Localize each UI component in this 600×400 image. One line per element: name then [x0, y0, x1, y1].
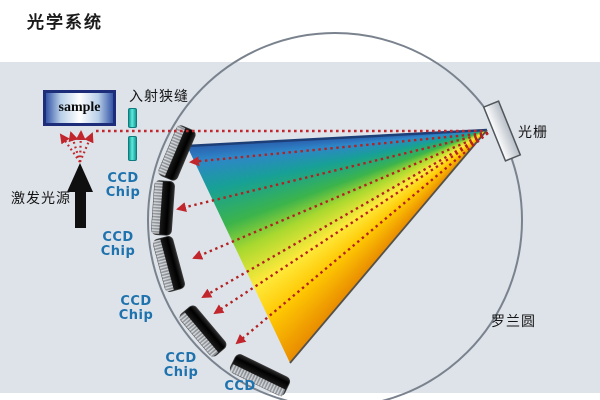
ccd-chip-5 — [229, 354, 291, 397]
ccd-chip-label-3: CCD Chip — [114, 294, 158, 324]
ccd-chip-label-1-line1: CCD — [107, 171, 139, 186]
ccd-chip-label-2-line2: Chip — [100, 244, 136, 260]
fluorescence-ray-3 — [75, 130, 86, 163]
ccd-chip-label-2: CCD Chip — [96, 230, 140, 260]
fluorescence-ray-2 — [68, 131, 82, 163]
ccd-chip-label-3-line2: Chip — [118, 308, 154, 324]
ccd-chip-label-4: CCD Chip — [159, 351, 203, 381]
entrance-slit-label: 入射狭缝 — [129, 89, 189, 105]
ccd-chip-label-4-line2: Chip — [163, 365, 199, 381]
grating-label: 光栅 — [518, 125, 548, 141]
fluorescence-fan — [59, 130, 94, 163]
fluorescence-ray-4 — [78, 132, 94, 163]
dispersed-beams — [176, 131, 489, 345]
ccd-chip-label-1-line2: Chip — [105, 185, 141, 201]
ccd-chip-label-3-line1: CCD — [120, 294, 152, 309]
ccd-chip-2 — [151, 180, 175, 236]
sample-label: sample — [58, 100, 101, 115]
fan-top-edge — [186, 128, 488, 148]
fluorescence-ray-1 — [59, 133, 81, 163]
dispersed-beam-3 — [192, 131, 489, 260]
grating — [482, 100, 522, 162]
ccd-chip-1 — [157, 125, 196, 181]
dispersed-beam-5 — [213, 131, 489, 315]
dispersed-beam-4 — [201, 131, 489, 299]
ccd-chip-label-5: CCD — [218, 379, 262, 394]
ccd-chip-label-5-line1: CCD — [224, 379, 256, 394]
ccd-chip-label-4-line1: CCD — [165, 351, 197, 366]
fan-bottom-edge — [289, 129, 488, 364]
rowland-circle — [147, 32, 523, 400]
excitation-arrow — [67, 163, 93, 228]
excitation-source-label: 激发光源 — [11, 191, 71, 207]
dispersed-beam-2 — [176, 131, 489, 212]
ccd-chip-label-1: CCD Chip — [101, 171, 145, 201]
ccd-chip-3 — [152, 236, 185, 292]
ccd-chip-4 — [178, 305, 227, 358]
dispersed-beam-1 — [189, 131, 489, 167]
ccd-chip-label-2-line1: CCD — [102, 230, 134, 245]
dispersed-beam-6 — [235, 132, 489, 345]
entrance-slit-bottom — [128, 136, 137, 161]
sample-box: sample — [43, 90, 116, 126]
rowland-circle-label: 罗兰圆 — [491, 314, 536, 330]
entrance-slit-top — [128, 108, 137, 128]
page-title: 光学系统 — [27, 13, 103, 33]
